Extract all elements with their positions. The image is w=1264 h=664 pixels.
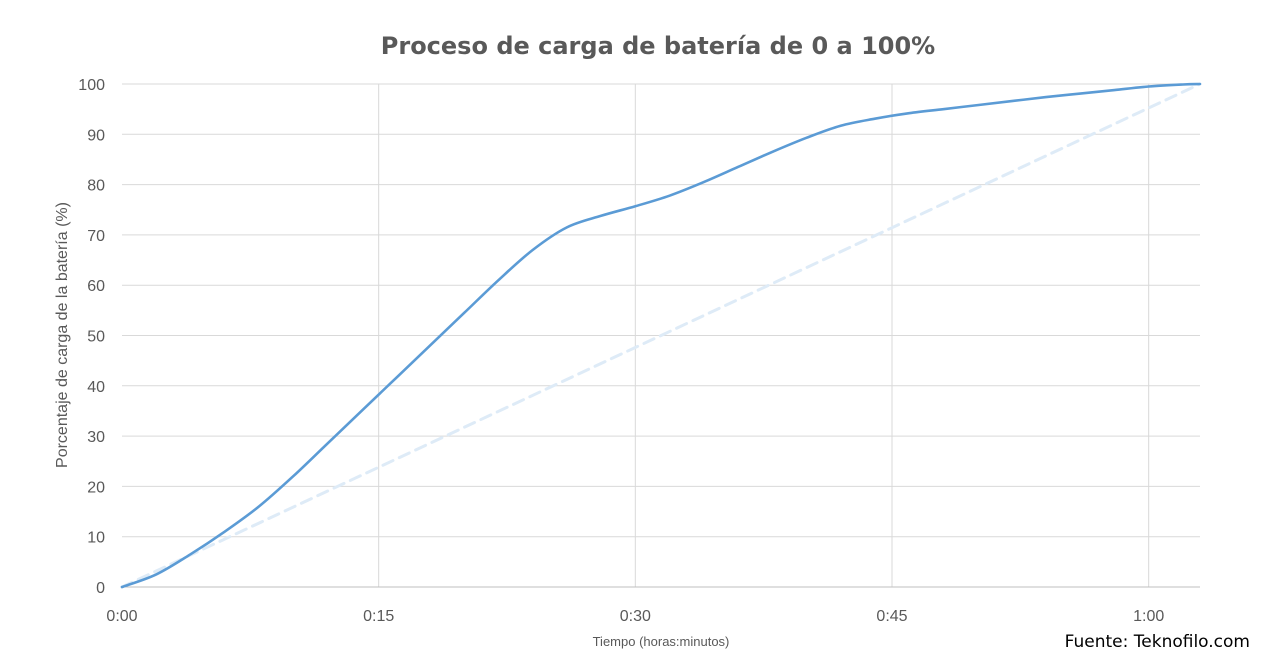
y-tick-label: 0 xyxy=(96,580,105,597)
x-axis-ticks: 0:00 0:15 0:30 0:45 1:00 xyxy=(106,608,1164,625)
series-line-dashed xyxy=(120,82,1202,589)
y-tick-label: 60 xyxy=(87,278,105,295)
y-tick-label: 80 xyxy=(87,178,105,195)
x-tick-label: 0:30 xyxy=(620,608,651,625)
series-group xyxy=(120,82,1202,589)
y-tick-label: 100 xyxy=(78,77,105,94)
chart-title: Proceso de carga de batería de 0 a 100% xyxy=(381,32,935,60)
x-tick-label: 1:00 xyxy=(1133,608,1164,625)
series-line-solid xyxy=(120,82,1202,589)
y-tick-label: 20 xyxy=(87,479,105,496)
y-tick-label: 90 xyxy=(87,127,105,144)
y-axis-label: Porcentaje de carga de la batería (%) xyxy=(54,202,71,468)
y-tick-label: 70 xyxy=(87,228,105,245)
x-tick-label: 0:45 xyxy=(876,608,907,625)
y-tick-label: 30 xyxy=(87,429,105,446)
y-tick-label: 40 xyxy=(87,379,105,396)
x-tick-label: 0:00 xyxy=(106,608,137,625)
y-tick-label: 10 xyxy=(87,530,105,547)
source-credit: Fuente: Teknofilo.com xyxy=(1064,632,1250,652)
x-axis-label: Tiempo (horas:minutos) xyxy=(593,634,730,649)
x-tick-label: 0:15 xyxy=(363,608,394,625)
y-axis-ticks: 0 10 20 30 40 50 60 70 80 90 100 xyxy=(78,77,105,597)
y-tick-label: 50 xyxy=(87,329,105,346)
